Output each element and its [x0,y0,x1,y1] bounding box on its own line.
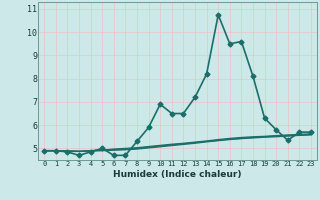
X-axis label: Humidex (Indice chaleur): Humidex (Indice chaleur) [113,170,242,179]
